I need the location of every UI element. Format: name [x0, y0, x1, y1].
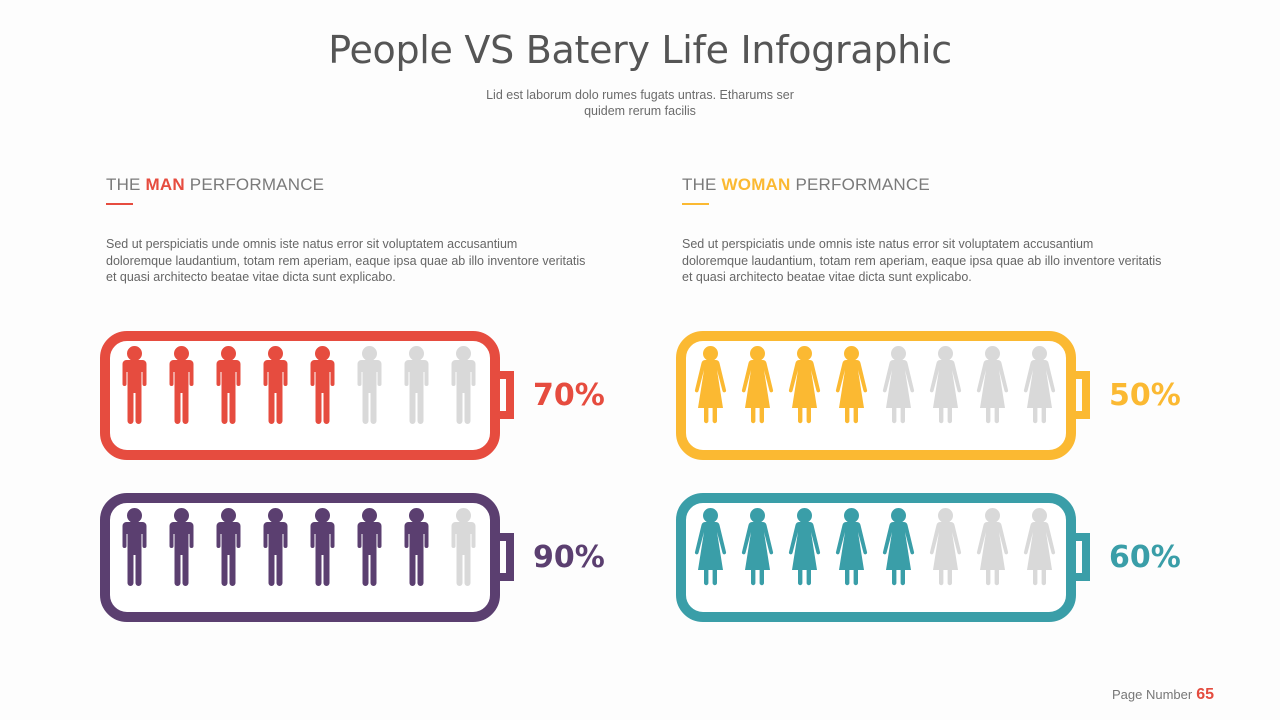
man-1-battery-body: [100, 331, 500, 460]
man-battery-2-graphic: [100, 493, 514, 622]
woman-icon: [1023, 346, 1056, 424]
man-icon: [216, 346, 241, 424]
man-icon: [122, 346, 147, 424]
woman-icon: [929, 346, 962, 424]
woman-heading: THE WOMAN PERFORMANCE: [682, 175, 930, 195]
woman-battery-2-percent: 60%: [1109, 540, 1181, 575]
page-number-label: Page Number: [1111, 687, 1193, 702]
woman-heading-accent: WOMAN: [721, 175, 791, 194]
man-icon: [357, 508, 382, 586]
woman-2-battery-terminal: [1076, 533, 1090, 581]
man-icon: [169, 508, 194, 586]
man-heading: THE MAN PERFORMANCE: [106, 175, 324, 195]
man-icon: [216, 508, 241, 586]
woman-battery-1-percent: 50%: [1109, 378, 1181, 413]
man-icon: [404, 508, 429, 586]
man-icon: [310, 508, 335, 586]
woman-icon: [694, 508, 727, 586]
man-heading-prefix: THE: [106, 175, 146, 194]
woman-icon: [788, 346, 821, 424]
man-icon: [310, 346, 335, 424]
man-battery-2: [100, 493, 520, 623]
woman-description: Sed ut perspiciatis unde omnis iste natu…: [682, 237, 1162, 284]
man-2-battery-body: [100, 493, 500, 622]
woman-icon: [976, 346, 1009, 424]
woman-icon: [741, 508, 774, 586]
man-2-battery-terminal: [500, 533, 514, 581]
woman-icon: [882, 346, 915, 424]
man-icon: [263, 346, 288, 424]
woman-icon: [835, 508, 868, 586]
woman-battery-1: [676, 331, 1096, 461]
slide-title: People VS Batery Life Infographic: [328, 28, 952, 72]
page-number: Page Number 65: [1112, 686, 1214, 704]
woman-heading-suffix: PERFORMANCE: [790, 175, 930, 194]
man-battery-1: [100, 331, 520, 461]
woman-battery-2-graphic: [676, 493, 1090, 622]
man-icon: [404, 346, 429, 424]
man-icon: [451, 508, 476, 586]
man-heading-accent: MAN: [145, 175, 185, 194]
man-battery-1-graphic: [100, 331, 514, 460]
woman-icon: [929, 508, 962, 586]
man-icon: [122, 508, 147, 586]
woman-icon: [1023, 508, 1056, 586]
woman-heading-underline: [682, 203, 709, 205]
woman-icon: [882, 508, 915, 586]
man-icon: [263, 508, 288, 586]
man-heading-underline: [106, 203, 133, 205]
man-icon: [451, 346, 476, 424]
woman-icon: [788, 508, 821, 586]
woman-icon: [741, 346, 774, 424]
man-1-battery-terminal: [500, 371, 514, 419]
man-icon: [357, 346, 382, 424]
woman-heading-prefix: THE: [682, 175, 722, 194]
woman-icon: [976, 508, 1009, 586]
woman-battery-2: [676, 493, 1096, 623]
woman-1-battery-terminal: [1076, 371, 1090, 419]
woman-icon: [835, 346, 868, 424]
man-heading-suffix: PERFORMANCE: [184, 175, 325, 194]
page-number-value: 65: [1196, 686, 1214, 703]
man-icon: [169, 346, 194, 424]
woman-1-battery-body: [676, 331, 1076, 460]
man-description: Sed ut perspiciatis unde omnis iste natu…: [106, 237, 586, 284]
woman-2-battery-body: [676, 493, 1076, 622]
man-battery-2-percent: 90%: [533, 540, 605, 575]
man-battery-1-percent: 70%: [533, 378, 605, 413]
slide-subtitle: Lid est laborum dolo rumes fugats untras…: [486, 88, 794, 118]
woman-battery-1-graphic: [676, 331, 1090, 460]
woman-icon: [694, 346, 727, 424]
